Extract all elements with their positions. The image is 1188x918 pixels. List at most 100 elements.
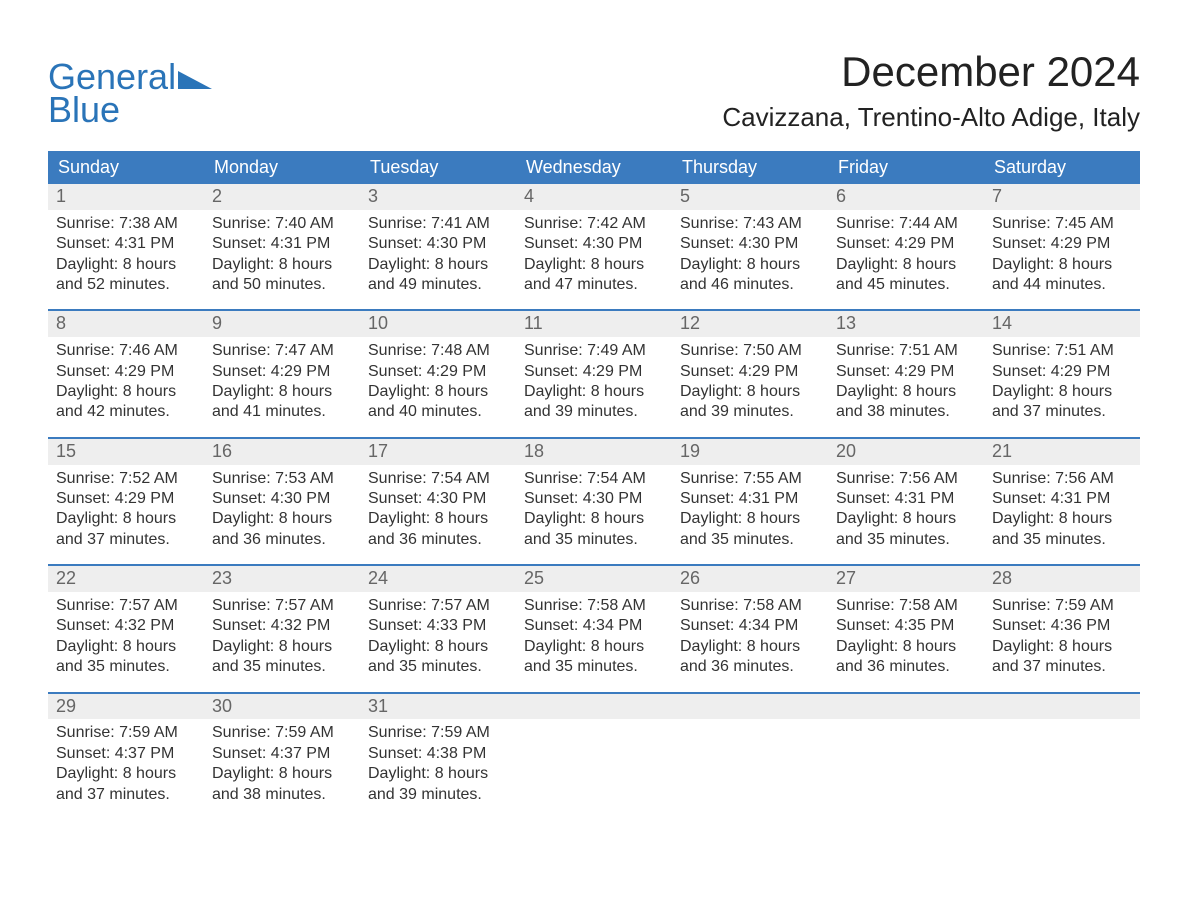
day-number: 13	[828, 311, 984, 337]
daylight-line2: and 39 minutes.	[524, 402, 664, 422]
daylight-line1: Daylight: 8 hours	[524, 255, 664, 275]
daylight-line1: Daylight: 8 hours	[56, 255, 196, 275]
day-body: Sunrise: 7:40 AMSunset: 4:31 PMDaylight:…	[204, 210, 360, 296]
day-body: Sunrise: 7:49 AMSunset: 4:29 PMDaylight:…	[516, 337, 672, 423]
daylight-line1: Daylight: 8 hours	[680, 382, 820, 402]
sunset-text: Sunset: 4:30 PM	[680, 234, 820, 254]
daylight-line2: and 35 minutes.	[56, 657, 196, 677]
sunrise-text: Sunrise: 7:59 AM	[212, 723, 352, 743]
daylight-line1: Daylight: 8 hours	[212, 509, 352, 529]
day-cell: 15Sunrise: 7:52 AMSunset: 4:29 PMDayligh…	[48, 439, 204, 550]
day-number: 15	[48, 439, 204, 465]
daylight-line2: and 35 minutes.	[680, 530, 820, 550]
day-cell: 16Sunrise: 7:53 AMSunset: 4:30 PMDayligh…	[204, 439, 360, 550]
day-number: 10	[360, 311, 516, 337]
sunrise-text: Sunrise: 7:54 AM	[368, 469, 508, 489]
daylight-line1: Daylight: 8 hours	[836, 255, 976, 275]
sunrise-text: Sunrise: 7:43 AM	[680, 214, 820, 234]
day-body: Sunrise: 7:51 AMSunset: 4:29 PMDaylight:…	[828, 337, 984, 423]
daylight-line1: Daylight: 8 hours	[212, 637, 352, 657]
sunrise-text: Sunrise: 7:58 AM	[836, 596, 976, 616]
week-row: 15Sunrise: 7:52 AMSunset: 4:29 PMDayligh…	[48, 437, 1140, 550]
day-number: 29	[48, 694, 204, 720]
logo-triangle-icon	[178, 67, 212, 89]
day-number: 12	[672, 311, 828, 337]
daylight-line2: and 35 minutes.	[368, 657, 508, 677]
weekday-header: Sunday	[48, 151, 204, 184]
daylight-line2: and 38 minutes.	[212, 785, 352, 805]
sunrise-text: Sunrise: 7:58 AM	[680, 596, 820, 616]
day-cell: 26Sunrise: 7:58 AMSunset: 4:34 PMDayligh…	[672, 566, 828, 677]
day-number: 7	[984, 184, 1140, 210]
day-cell: 9Sunrise: 7:47 AMSunset: 4:29 PMDaylight…	[204, 311, 360, 422]
day-cell: 25Sunrise: 7:58 AMSunset: 4:34 PMDayligh…	[516, 566, 672, 677]
daylight-line2: and 41 minutes.	[212, 402, 352, 422]
sunset-text: Sunset: 4:29 PM	[992, 234, 1132, 254]
page: General Blue December 2024 Cavizzana, Tr…	[0, 0, 1188, 805]
daylight-line2: and 38 minutes.	[836, 402, 976, 422]
sunset-text: Sunset: 4:29 PM	[992, 362, 1132, 382]
day-body: Sunrise: 7:56 AMSunset: 4:31 PMDaylight:…	[828, 465, 984, 551]
day-number: 3	[360, 184, 516, 210]
sunrise-text: Sunrise: 7:55 AM	[680, 469, 820, 489]
day-number: 8	[48, 311, 204, 337]
day-body: Sunrise: 7:48 AMSunset: 4:29 PMDaylight:…	[360, 337, 516, 423]
day-number: 24	[360, 566, 516, 592]
weekday-header: Tuesday	[360, 151, 516, 184]
day-number: 6	[828, 184, 984, 210]
logo: General Blue	[48, 48, 212, 126]
daylight-line1: Daylight: 8 hours	[368, 255, 508, 275]
sunset-text: Sunset: 4:29 PM	[836, 234, 976, 254]
sunset-text: Sunset: 4:32 PM	[56, 616, 196, 636]
daylight-line2: and 40 minutes.	[368, 402, 508, 422]
day-body: Sunrise: 7:44 AMSunset: 4:29 PMDaylight:…	[828, 210, 984, 296]
day-body: Sunrise: 7:45 AMSunset: 4:29 PMDaylight:…	[984, 210, 1140, 296]
day-number: 5	[672, 184, 828, 210]
day-body: Sunrise: 7:59 AMSunset: 4:38 PMDaylight:…	[360, 719, 516, 805]
daylight-line1: Daylight: 8 hours	[368, 382, 508, 402]
day-cell: 28Sunrise: 7:59 AMSunset: 4:36 PMDayligh…	[984, 566, 1140, 677]
weekday-header: Monday	[204, 151, 360, 184]
day-number: 30	[204, 694, 360, 720]
day-body: Sunrise: 7:54 AMSunset: 4:30 PMDaylight:…	[360, 465, 516, 551]
sunset-text: Sunset: 4:29 PM	[680, 362, 820, 382]
logo-word-2: Blue	[48, 89, 120, 130]
day-cell: 31Sunrise: 7:59 AMSunset: 4:38 PMDayligh…	[360, 694, 516, 805]
daylight-line1: Daylight: 8 hours	[212, 255, 352, 275]
sunset-text: Sunset: 4:29 PM	[836, 362, 976, 382]
day-number	[516, 694, 672, 720]
day-body: Sunrise: 7:54 AMSunset: 4:30 PMDaylight:…	[516, 465, 672, 551]
day-cell: 21Sunrise: 7:56 AMSunset: 4:31 PMDayligh…	[984, 439, 1140, 550]
daylight-line1: Daylight: 8 hours	[524, 509, 664, 529]
daylight-line1: Daylight: 8 hours	[992, 382, 1132, 402]
daylight-line2: and 35 minutes.	[212, 657, 352, 677]
daylight-line1: Daylight: 8 hours	[56, 382, 196, 402]
sunset-text: Sunset: 4:34 PM	[680, 616, 820, 636]
day-cell: 23Sunrise: 7:57 AMSunset: 4:32 PMDayligh…	[204, 566, 360, 677]
day-number: 27	[828, 566, 984, 592]
week-row: 1Sunrise: 7:38 AMSunset: 4:31 PMDaylight…	[48, 184, 1140, 295]
sunset-text: Sunset: 4:37 PM	[212, 744, 352, 764]
day-cell: 12Sunrise: 7:50 AMSunset: 4:29 PMDayligh…	[672, 311, 828, 422]
daylight-line1: Daylight: 8 hours	[368, 637, 508, 657]
sunset-text: Sunset: 4:30 PM	[368, 234, 508, 254]
day-cell: 22Sunrise: 7:57 AMSunset: 4:32 PMDayligh…	[48, 566, 204, 677]
sunset-text: Sunset: 4:36 PM	[992, 616, 1132, 636]
day-cell: 2Sunrise: 7:40 AMSunset: 4:31 PMDaylight…	[204, 184, 360, 295]
weeks-container: 1Sunrise: 7:38 AMSunset: 4:31 PMDaylight…	[48, 184, 1140, 805]
sunrise-text: Sunrise: 7:51 AM	[992, 341, 1132, 361]
day-number: 1	[48, 184, 204, 210]
day-cell	[672, 694, 828, 805]
sunrise-text: Sunrise: 7:59 AM	[368, 723, 508, 743]
daylight-line2: and 36 minutes.	[212, 530, 352, 550]
sunrise-text: Sunrise: 7:46 AM	[56, 341, 196, 361]
day-body: Sunrise: 7:38 AMSunset: 4:31 PMDaylight:…	[48, 210, 204, 296]
sunset-text: Sunset: 4:31 PM	[212, 234, 352, 254]
daylight-line1: Daylight: 8 hours	[212, 382, 352, 402]
location-title: Cavizzana, Trentino-Alto Adige, Italy	[722, 102, 1140, 133]
day-body: Sunrise: 7:52 AMSunset: 4:29 PMDaylight:…	[48, 465, 204, 551]
sunrise-text: Sunrise: 7:41 AM	[368, 214, 508, 234]
day-cell: 18Sunrise: 7:54 AMSunset: 4:30 PMDayligh…	[516, 439, 672, 550]
sunrise-text: Sunrise: 7:49 AM	[524, 341, 664, 361]
daylight-line2: and 44 minutes.	[992, 275, 1132, 295]
